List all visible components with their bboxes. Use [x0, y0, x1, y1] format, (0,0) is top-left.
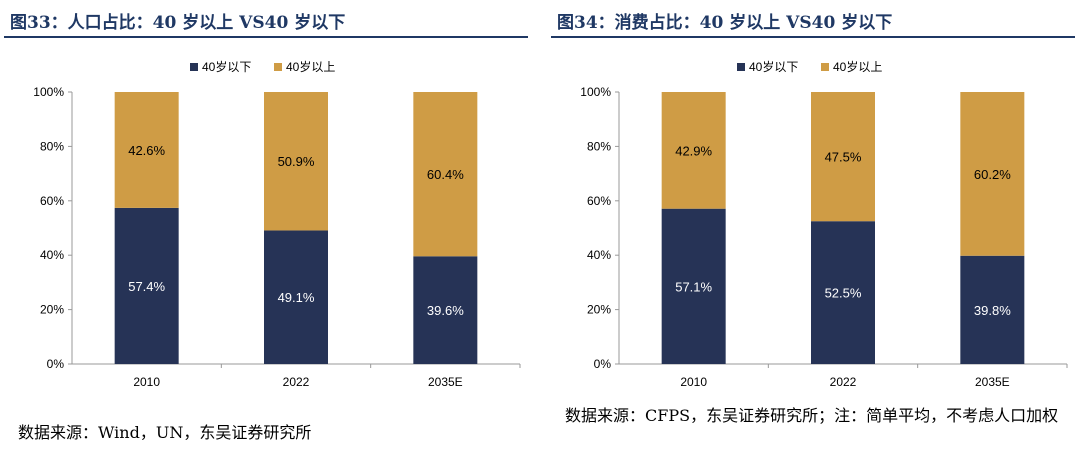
legend-label: 40岁以下 — [749, 59, 798, 74]
bar-segment — [264, 92, 328, 231]
legend-label: 40岁以上 — [833, 59, 882, 74]
chart-panel-population: 图33：人口占比：40 岁以上 VS40 岁以下 40岁以下 40岁以上 0% 20%… — [4, 0, 534, 471]
data-label: 39.6% — [427, 303, 464, 318]
bar-segment — [661, 208, 726, 364]
x-tick-label: 2010 — [133, 375, 160, 389]
data-label: 50.9% — [278, 154, 315, 169]
data-label: 57.4% — [128, 279, 165, 294]
data-label: 57.1% — [675, 279, 712, 294]
y-tick-label: 40% — [587, 248, 611, 262]
data-label: 60.2% — [974, 167, 1011, 182]
x-tick-label: 2022 — [283, 375, 310, 389]
legend-swatch — [274, 63, 282, 71]
bar-segment — [413, 256, 478, 364]
bar-segment — [661, 92, 726, 209]
bar-segment — [114, 207, 179, 364]
y-tick-label: 60% — [587, 194, 611, 208]
y-tick-label: 80% — [587, 139, 611, 153]
legend-swatch — [821, 63, 829, 71]
stacked-bar-chart-population: 40岁以下 40岁以上 0% 20% 40% 60% 80% 100% 57.4% 42.6% 20… — [33, 59, 521, 389]
source-note: 数据来源：CFPS，东吴证券研究所；注：简单平均，不考虑人口加权 — [565, 406, 1059, 425]
bar-segment — [811, 92, 875, 222]
data-label: 39.8% — [974, 303, 1011, 318]
x-tick-label: 2035E — [428, 375, 463, 389]
chart-area: 40岁以下 40岁以上 0% 20% 40% 60% 80% 100% 57.4% 42.6% 20… — [4, 40, 528, 390]
source-note: 数据来源：Wind，UN，东吴证券研究所 — [18, 423, 312, 442]
data-label: 42.6% — [128, 143, 165, 158]
data-label: 47.5% — [825, 150, 862, 165]
bar-segment — [960, 255, 1025, 364]
y-tick-label: 20% — [587, 303, 611, 317]
bar-segment — [960, 92, 1025, 256]
data-label: 60.4% — [427, 167, 464, 182]
y-tick-label: 100% — [580, 85, 611, 99]
y-tick-label: 80% — [40, 139, 64, 153]
stacked-bar-chart-consumption: 40岁以下 40岁以上 0% 20% 40% 60% 80% 100% 57.1% 42.9% 20… — [580, 59, 1068, 389]
y-tick-label: 60% — [40, 194, 64, 208]
legend-label: 40岁以下 — [202, 59, 251, 74]
bar-segment — [413, 92, 478, 257]
bar-segment — [114, 92, 179, 208]
figure-title: 图33：人口占比：40 岁以上 VS40 岁以下 — [10, 13, 346, 33]
y-tick-label: 0% — [47, 357, 65, 371]
title-divider — [4, 36, 528, 38]
x-tick-label: 2010 — [680, 375, 707, 389]
y-tick-label: 100% — [33, 85, 64, 99]
chart-panel-consumption: 图34：消费占比：40 岁以上 VS40 岁以下 40岁以下 40岁以上 0% 20%… — [551, 0, 1080, 471]
legend-swatch — [190, 63, 198, 71]
x-tick-label: 2022 — [830, 375, 857, 389]
figure-title: 图34：消费占比：40 岁以上 VS40 岁以下 — [557, 13, 893, 33]
chart-area: 40岁以下 40岁以上 0% 20% 40% 60% 80% 100% 57.1% 42.9% 20… — [551, 40, 1075, 390]
bar-segment — [264, 230, 328, 364]
y-tick-label: 20% — [40, 303, 64, 317]
x-tick-label: 2035E — [975, 375, 1010, 389]
data-label: 42.9% — [675, 143, 712, 158]
legend-swatch — [737, 63, 745, 71]
y-tick-label: 0% — [594, 357, 612, 371]
data-label: 49.1% — [278, 290, 315, 305]
legend-label: 40岁以上 — [286, 59, 335, 74]
data-label: 52.5% — [825, 286, 862, 301]
title-divider — [551, 36, 1075, 38]
y-tick-label: 40% — [40, 248, 64, 262]
bar-segment — [811, 221, 875, 364]
